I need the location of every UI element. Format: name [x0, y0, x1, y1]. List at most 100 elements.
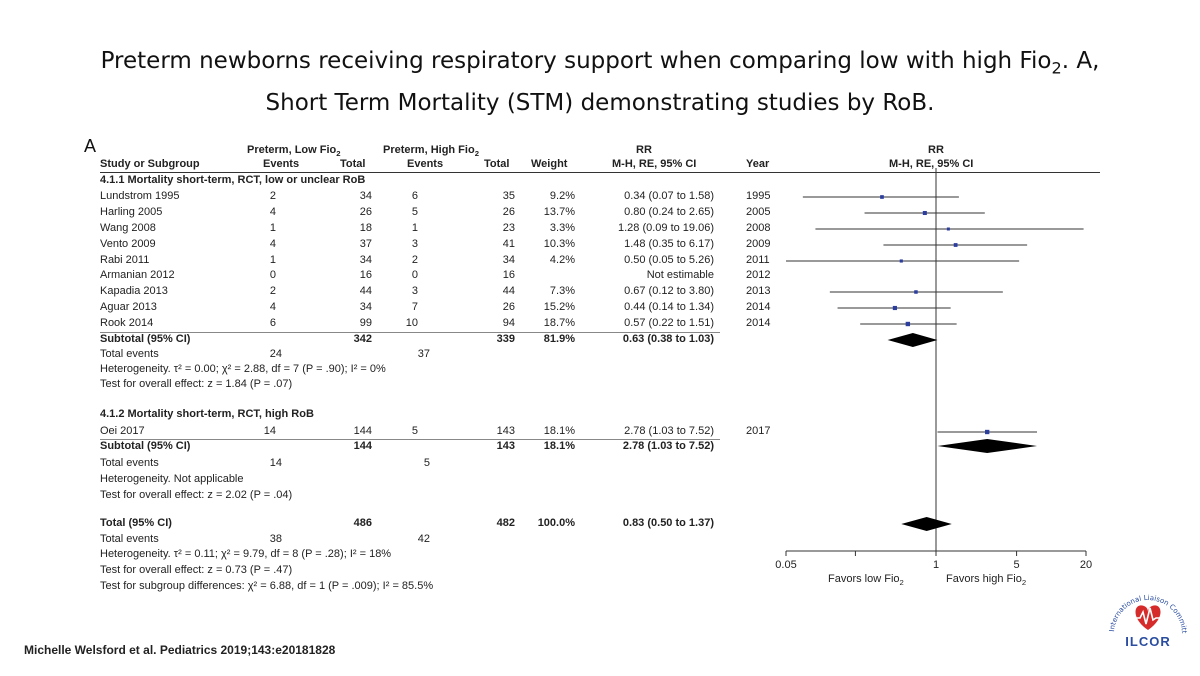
point-estimate — [922, 210, 927, 216]
year: 2014 — [746, 301, 771, 313]
total-heterogeneity: Heterogeneity. τ² = 0.11; χ² = 9.79, df … — [100, 548, 392, 560]
year: 2013 — [746, 285, 771, 297]
year: 2014 — [746, 317, 771, 329]
rr-ci: 0.44 (0.14 to 1.34) — [624, 301, 714, 313]
rr-header-plot: RR — [928, 144, 944, 156]
events-high: 5 — [411, 425, 418, 437]
total-events-low: 14 — [269, 457, 282, 469]
subgroup-heading: 4.1.1 Mortality short-term, RCT, low or … — [100, 174, 366, 186]
total-events-high: 37 — [417, 348, 430, 360]
events-low: 6 — [269, 317, 276, 329]
point-estimate — [880, 195, 884, 199]
total-high: 44 — [502, 285, 515, 297]
study-name: Harling 2005 — [100, 206, 163, 218]
weight: 15.2% — [543, 301, 575, 313]
rr-ci: 0.80 (0.24 to 2.65) — [624, 206, 714, 218]
total-high: 16 — [502, 269, 515, 281]
total-weight: 100.0% — [537, 517, 575, 529]
events-low: 2 — [269, 285, 276, 297]
high-fio-header: Preterm, High Fio2 — [383, 144, 479, 159]
title-line-1: Preterm newborns receiving respiratory s… — [100, 48, 1052, 74]
year: 2005 — [746, 206, 771, 218]
events-low: 1 — [269, 222, 276, 234]
col-events-low: Events — [263, 158, 300, 170]
col-total-low: Total — [340, 158, 366, 170]
point-estimate — [892, 305, 897, 311]
col-study: Study or Subgroup — [100, 158, 200, 170]
col-method-plot: M-H, RE, 95% CI — [889, 158, 974, 170]
events-low: 0 — [269, 269, 276, 281]
ilcor-logo: International Liaison Committee on Resus… — [1100, 578, 1188, 649]
rr-ci: 0.67 (0.12 to 3.80) — [624, 285, 714, 297]
events-high: 0 — [411, 269, 418, 281]
total-low: 34 — [359, 190, 372, 202]
rr-header-table: RR — [636, 144, 652, 156]
study-name: Vento 2009 — [100, 238, 156, 250]
total-events-low: 38 — [269, 533, 282, 545]
study-name: Wang 2008 — [100, 222, 156, 234]
point-estimate — [953, 243, 958, 247]
events-low: 2 — [269, 190, 276, 202]
weight: 13.7% — [543, 206, 575, 218]
year: 2008 — [746, 222, 771, 234]
col-weight: Weight — [531, 158, 568, 170]
total-low: 34 — [359, 301, 372, 313]
events-high: 5 — [411, 206, 418, 218]
subtotal-rule — [100, 332, 720, 333]
study-name: Rook 2014 — [100, 317, 154, 329]
year: 2012 — [746, 269, 771, 281]
subtotal-label: Subtotal (95% CI) — [100, 333, 191, 345]
weight: 10.3% — [543, 238, 575, 250]
title-line-2: Short Term Mortality (STM) demonstrating… — [265, 89, 935, 116]
study-name: Lundstrom 1995 — [100, 190, 180, 202]
logo-wordmark: ILCOR — [1125, 634, 1170, 649]
events-high: 7 — [411, 301, 418, 313]
col-total-high: Total — [484, 158, 510, 170]
subtotal-label: Subtotal (95% CI) — [100, 440, 191, 452]
total-high: 35 — [502, 190, 515, 202]
heterogeneity: Heterogeneity. τ² = 0.00; χ² = 2.88, df … — [100, 363, 386, 375]
weight: 3.3% — [549, 222, 575, 234]
subtotal-total-low: 342 — [353, 333, 372, 345]
subtotal-diamond — [937, 439, 1038, 453]
total-low: 44 — [359, 285, 372, 297]
point-estimate — [899, 259, 903, 263]
total-events-high: 42 — [417, 533, 430, 545]
total-high: 26 — [502, 206, 515, 218]
weight: 4.2% — [549, 254, 575, 266]
panel-label: A — [84, 136, 97, 156]
study-name: Armanian 2012 — [100, 269, 175, 281]
title-line-1-end: . A, — [1061, 48, 1100, 74]
x-tick-label: 20 — [1080, 559, 1092, 571]
rr-ci: 0.50 (0.05 to 5.26) — [624, 254, 714, 266]
total-high: 34 — [502, 254, 515, 266]
subgroup-differences: Test for subgroup differences: χ² = 6.88… — [100, 580, 434, 592]
overall-effect: Test for overall effect: z = 1.84 (P = .… — [100, 378, 293, 390]
header-divider — [100, 172, 1100, 173]
subtotal-weight: 18.1% — [543, 440, 575, 452]
events-high: 3 — [411, 285, 418, 297]
events-low: 14 — [263, 425, 276, 437]
point-estimate — [905, 321, 911, 327]
total-low: 99 — [359, 317, 372, 329]
study-name: Kapadia 2013 — [100, 285, 168, 297]
favors-low-label: Favors low Fio2 — [828, 573, 904, 588]
rr-ci: 2.78 (1.03 to 7.52) — [624, 425, 714, 437]
events-high: 3 — [411, 238, 418, 250]
overall-effect: Test for overall effect: z = 2.02 (P = .… — [100, 489, 293, 501]
total-high: 23 — [502, 222, 515, 234]
subtotal-weight: 81.9% — [543, 333, 575, 345]
col-events-high: Events — [407, 158, 444, 170]
year: 2017 — [746, 425, 771, 437]
title-sub: 2 — [1051, 58, 1062, 78]
events-low: 1 — [269, 254, 276, 266]
rr-ci: 1.28 (0.09 to 19.06) — [617, 222, 714, 234]
total-events-high: 5 — [423, 457, 430, 469]
rr-ci: Not estimable — [646, 269, 714, 281]
total-high: 26 — [502, 301, 515, 313]
rr-ci: 0.57 (0.22 to 1.51) — [624, 317, 714, 329]
heterogeneity: Heterogeneity. Not applicable — [100, 473, 244, 485]
x-tick-label: 5 — [1014, 559, 1020, 571]
col-method: M-H, RE, 95% CI — [612, 158, 697, 170]
